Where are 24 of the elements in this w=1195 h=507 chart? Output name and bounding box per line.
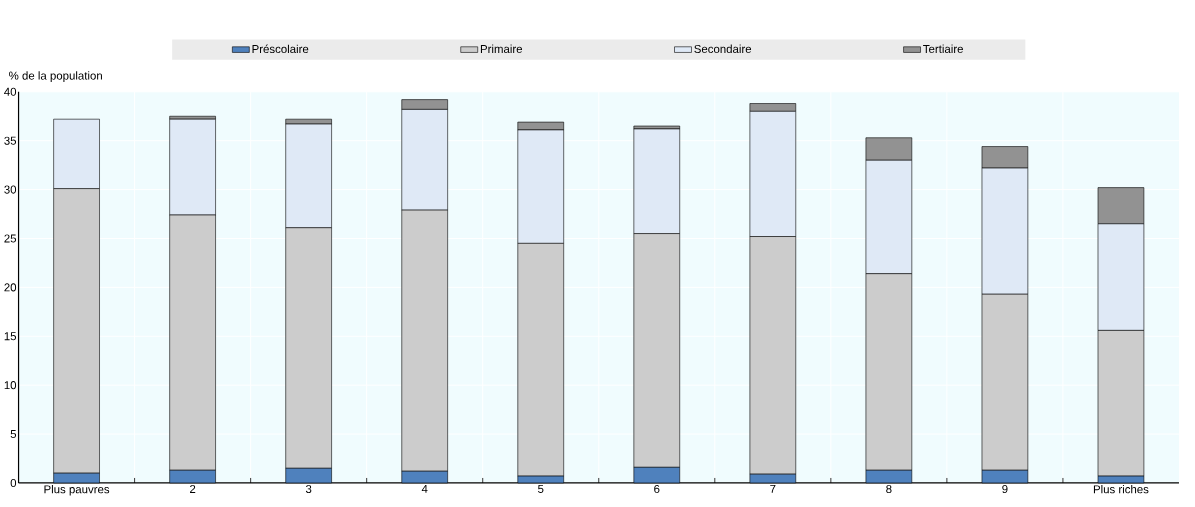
legend-label: Préscolaire [252, 44, 309, 54]
y-tick-label: 25 [4, 234, 17, 243]
x-tick-label: Plus riches [1093, 485, 1149, 494]
x-tick-label: 2 [190, 485, 196, 493]
legend-label: Tertiaire [923, 44, 963, 54]
y-tick-label: 35 [4, 136, 17, 145]
legend-label: Primaire [480, 44, 523, 54]
y-tick-label: 15 [4, 332, 17, 341]
legend-label: Secondaire [694, 44, 752, 54]
x-tick-label: 8 [886, 485, 892, 494]
y-axis-title: % de la population [9, 71, 102, 82]
x-tick-label: 3 [305, 485, 312, 494]
y-tick-label: 0 [10, 478, 17, 488]
y-tick-label: 5 [10, 430, 17, 439]
y-tick-label: 20 [4, 283, 17, 292]
x-tick-label: 6 [654, 485, 660, 494]
x-tick-label: 9 [1002, 485, 1008, 494]
x-tick-label: 5 [538, 485, 544, 493]
x-tick-label: 4 [421, 485, 428, 493]
y-tick-label: 30 [4, 185, 17, 194]
y-tick-label: 40 [4, 87, 17, 96]
x-tick-label: Plus pauvres [44, 485, 110, 496]
x-tick-label: 7 [770, 485, 776, 493]
y-tick-label: 10 [4, 381, 17, 390]
